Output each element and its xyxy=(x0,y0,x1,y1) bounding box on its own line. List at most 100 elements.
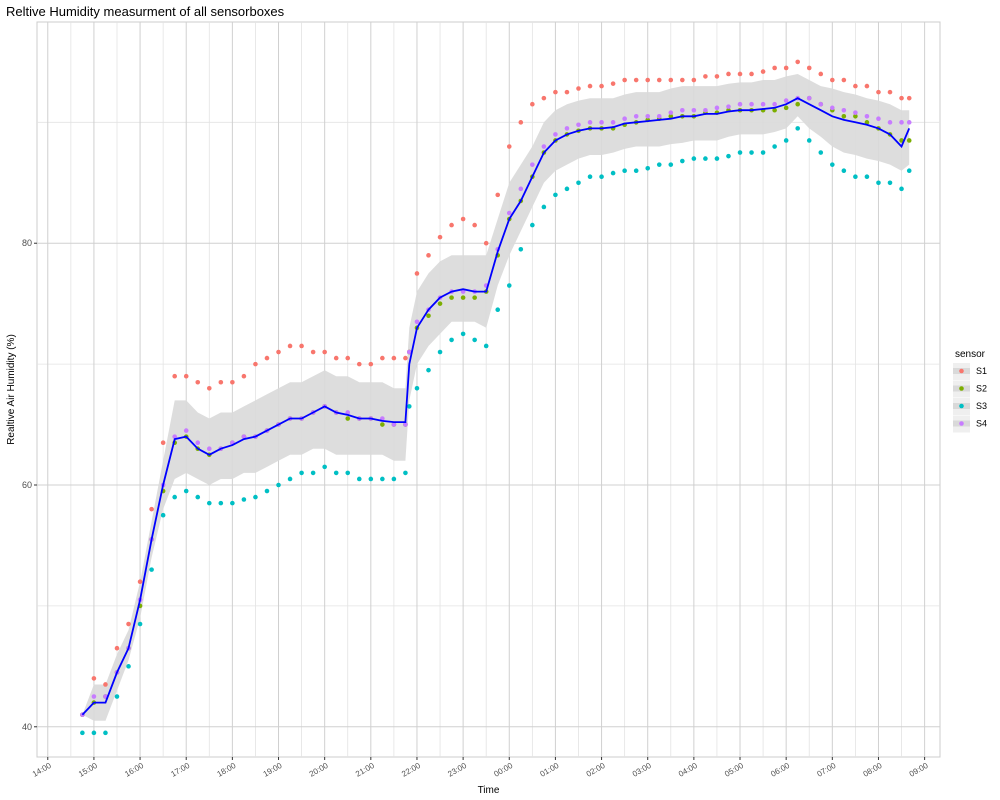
data-point-s1 xyxy=(899,95,904,101)
data-point-s4 xyxy=(530,162,535,167)
data-point-s3 xyxy=(206,500,212,506)
data-point-s4 xyxy=(541,144,547,149)
legend-label-s1: S1 xyxy=(976,366,987,376)
data-point-s1 xyxy=(772,65,777,71)
x-tick-label: 05:00 xyxy=(723,761,745,779)
data-point-s1 xyxy=(276,349,281,355)
x-tick-label: 00:00 xyxy=(492,761,514,779)
data-point-s3 xyxy=(610,170,616,176)
data-point-s3 xyxy=(449,337,454,343)
data-point-s2 xyxy=(437,301,443,306)
data-point-s1 xyxy=(795,59,801,65)
data-point-s4 xyxy=(183,428,189,433)
x-tick-label: 03:00 xyxy=(631,761,653,779)
data-point-s4 xyxy=(406,349,412,355)
data-point-s4 xyxy=(91,694,97,699)
data-point-s2 xyxy=(795,101,801,107)
data-point-s1 xyxy=(310,349,316,355)
legend-marker-s1 xyxy=(959,368,964,374)
data-point-s1 xyxy=(241,373,247,379)
data-point-s1 xyxy=(587,83,593,89)
y-tick-label: 60 xyxy=(22,480,32,490)
data-point-s1 xyxy=(322,349,327,355)
data-point-s4 xyxy=(680,107,685,113)
data-point-s4 xyxy=(460,289,466,294)
data-point-s3 xyxy=(183,488,189,494)
data-point-s3 xyxy=(310,470,316,476)
x-tick-label: 17:00 xyxy=(169,761,191,779)
data-point-s3 xyxy=(80,730,85,736)
x-tick-label: 15:00 xyxy=(77,761,99,779)
data-point-s4 xyxy=(783,98,789,103)
data-point-s3 xyxy=(91,730,97,736)
data-point-s3 xyxy=(714,156,720,161)
data-point-s3 xyxy=(703,156,708,161)
data-point-s4 xyxy=(737,101,743,107)
data-point-s1 xyxy=(830,77,835,83)
data-point-s1 xyxy=(253,361,258,367)
data-point-s1 xyxy=(841,77,847,83)
y-tick-label: 40 xyxy=(22,722,32,732)
data-point-s1 xyxy=(495,192,501,198)
data-point-s4 xyxy=(703,107,708,113)
data-point-s4 xyxy=(403,422,408,427)
data-point-s4 xyxy=(760,101,766,107)
data-point-s3 xyxy=(818,150,824,155)
data-point-s3 xyxy=(160,512,166,518)
data-point-s1 xyxy=(864,83,870,89)
data-point-s3 xyxy=(587,174,593,180)
x-tick-label: 04:00 xyxy=(677,761,699,779)
data-point-s3 xyxy=(806,138,812,143)
data-point-s1 xyxy=(506,144,512,149)
data-point-s4 xyxy=(241,434,247,439)
data-point-s1 xyxy=(818,71,824,77)
data-point-s3 xyxy=(253,494,258,500)
data-point-s3 xyxy=(495,307,501,313)
data-point-s4 xyxy=(818,101,824,107)
data-point-s1 xyxy=(103,682,108,687)
data-point-s3 xyxy=(380,476,385,482)
data-point-s3 xyxy=(426,367,431,373)
data-point-s1 xyxy=(183,373,189,379)
data-point-s1 xyxy=(645,77,651,83)
data-point-s4 xyxy=(599,120,604,125)
data-point-s4 xyxy=(172,434,177,439)
data-point-s2 xyxy=(841,113,847,119)
data-point-s3 xyxy=(333,470,339,476)
data-point-s4 xyxy=(610,120,616,125)
legend-marker-s2 xyxy=(959,386,964,391)
data-point-s2 xyxy=(345,416,351,421)
data-point-s3 xyxy=(230,500,235,506)
data-point-s2 xyxy=(668,113,674,119)
data-point-s3 xyxy=(864,174,870,180)
data-point-s1 xyxy=(726,71,731,77)
data-point-s4 xyxy=(830,105,835,111)
data-point-s1 xyxy=(287,343,293,349)
data-point-s3 xyxy=(368,476,374,482)
data-point-s4 xyxy=(887,120,893,125)
data-point-s1 xyxy=(380,355,385,361)
data-point-s1 xyxy=(403,355,408,361)
data-point-s3 xyxy=(668,162,674,167)
data-point-s3 xyxy=(737,150,743,155)
legend-label-s4: S4 xyxy=(976,419,987,429)
data-point-s3 xyxy=(241,497,247,502)
legend-label-s3: S3 xyxy=(976,401,987,411)
data-point-s1 xyxy=(460,216,466,222)
data-point-s4 xyxy=(876,116,881,122)
data-point-s4 xyxy=(714,105,720,111)
data-point-s3 xyxy=(406,404,412,409)
data-point-s3 xyxy=(553,192,558,198)
legend-marker-s4 xyxy=(959,421,964,426)
data-point-s3 xyxy=(506,283,512,288)
data-point-s4 xyxy=(380,416,385,421)
data-point-s2 xyxy=(783,105,789,111)
data-point-s3 xyxy=(876,180,881,186)
legend-title: sensor xyxy=(955,349,986,360)
data-point-s4 xyxy=(656,113,662,119)
data-point-s3 xyxy=(841,168,847,173)
data-point-s3 xyxy=(599,174,604,180)
x-tick-label: 22:00 xyxy=(400,761,422,779)
data-point-s4 xyxy=(841,107,847,113)
data-point-s1 xyxy=(668,77,674,83)
